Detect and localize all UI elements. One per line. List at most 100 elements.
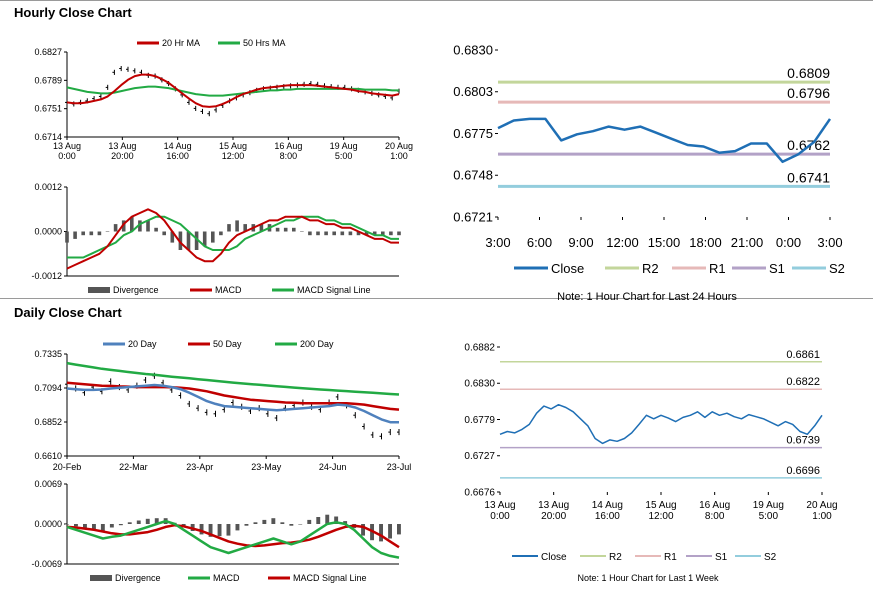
hourly-macd-divergence-bar — [154, 227, 158, 232]
weekly-levels-y-tick-label: 0.6676 — [464, 487, 495, 498]
daily-macd-divergence-bar — [388, 524, 392, 539]
daily-macd-divergence-bar — [343, 521, 348, 524]
hourly-levels-y-tick-label: 0.6775 — [453, 126, 493, 141]
hourly-levels-legend-label: S1 — [769, 261, 785, 276]
daily-macd-divergence-bar — [118, 524, 123, 526]
hourly-macd-divergence-bar — [186, 231, 191, 250]
hourly-price-y-tick-label: 0.6789 — [34, 75, 62, 85]
daily-macd-divergence-bar — [289, 524, 294, 526]
daily-price-x-tick-label: 24-Jun — [319, 462, 347, 472]
hourly-macd-legend-swatch — [88, 287, 110, 293]
daily-price-y-tick-label: 0.6610 — [34, 451, 62, 461]
daily-price-y-tick-label: 0.6852 — [34, 417, 62, 427]
hourly-macd-legend-label: MACD Signal Line — [297, 285, 371, 295]
daily-price-x-tick-label: 20-Feb — [53, 462, 82, 472]
section-divider — [0, 298, 873, 299]
hourly-macd-divergence-bar — [97, 231, 102, 236]
hourly-levels-x-tick-label: 3:00 — [485, 235, 510, 250]
hourly-macd-legend-label: MACD — [215, 285, 242, 295]
hourly-macd-divergence-bar — [73, 231, 77, 239]
hourly-macd-divergence-bar — [389, 231, 393, 236]
daily-macd-divergence-bar — [199, 524, 204, 535]
daily-macd-divergence-bar — [136, 520, 141, 524]
hourly-macd-divergence-bar — [348, 231, 353, 236]
hourly-price-x-tick-label: 15 Aug 12:00 — [219, 141, 247, 161]
hourly-levels-legend-label: Close — [551, 261, 584, 276]
hourly-levels-legend-label: R2 — [642, 261, 659, 276]
daily-macd-divergence-bar — [316, 517, 321, 524]
hourly-macd-divergence-bar — [81, 231, 85, 236]
hourly-macd-divergence-bar — [275, 227, 280, 232]
hourly-price-ma20-line — [66, 73, 400, 108]
daily-macd-divergence-bar — [226, 524, 231, 536]
hourly-macd-divergence-bar — [235, 220, 239, 232]
hourly-levels-close-line — [497, 117, 832, 164]
hourly-macd-divergence-bar — [372, 231, 377, 236]
hourly-macd-divergence-bar — [121, 220, 126, 232]
hourly-price-legend-label: 50 Hrs MA — [243, 38, 286, 48]
hourly-levels-x-tick-label: 18:00 — [689, 235, 722, 250]
hourly-price-x-tick-label: 19 Aug 5:00 — [330, 141, 358, 161]
hourly-price-x-tick-label: 16 Aug 8:00 — [274, 141, 302, 161]
hourly-macd-divergence-bar — [283, 227, 288, 232]
daily-macd-divergence-bar — [325, 514, 330, 524]
daily-price-y-tick-label: 0.7335 — [34, 349, 62, 359]
weekly-levels-legend-label: R1 — [664, 552, 677, 563]
hourly-section-title: Hourly Close Chart — [14, 5, 132, 20]
hourly-macd-divergence-bar — [138, 220, 142, 232]
hourly-macd-divergence-bar — [243, 224, 247, 232]
weekly-levels-x-tick-label: 16 Aug 8:00 — [699, 500, 730, 522]
weekly-levels-s2-label: 0.6696 — [786, 465, 820, 477]
hourly-levels-x-tick-label: 15:00 — [648, 235, 681, 250]
daily-macd-divergence-bar — [244, 524, 249, 526]
daily-macd-divergence-bar — [127, 522, 132, 524]
daily-macd-y-tick-label: 0.0000 — [34, 519, 62, 529]
hourly-macd-divergence-bar — [202, 231, 207, 247]
daily-section-title: Daily Close Chart — [14, 305, 122, 320]
weekly-levels-x-tick-label: 20 Aug 1:00 — [806, 500, 837, 522]
hourly-macd-divergence-bar — [211, 231, 215, 243]
hourly-macd-divergence-bar — [178, 231, 183, 250]
hourly-macd-divergence-bar — [162, 231, 166, 236]
weekly-levels-x-tick-label: 15 Aug 12:00 — [645, 500, 676, 522]
daily-macd-legend-label: MACD Signal Line — [293, 573, 367, 583]
daily-price-legend-label: 20 Day — [128, 339, 157, 349]
weekly-levels-y-tick-label: 0.6830 — [464, 379, 495, 390]
hourly-levels-x-tick-label: 9:00 — [568, 235, 593, 250]
daily-macd-divergence-bar — [154, 518, 159, 524]
daily-macd-divergence-bar — [65, 524, 69, 525]
hourly-macd-divergence-bar — [381, 231, 385, 236]
daily-macd-divergence-bar — [208, 524, 213, 537]
daily-macd-divergence-bar — [298, 524, 303, 525]
hourly-macd-divergence-bar — [130, 216, 134, 232]
daily-price-x-tick-label: 23-Apr — [186, 462, 213, 472]
daily-price-ma200-line — [66, 361, 400, 396]
hourly-macd-line — [66, 208, 399, 270]
weekly-levels-close-line — [499, 403, 823, 445]
daily-price-ma20-line — [66, 383, 399, 424]
hourly-macd-y-tick-label: 0.0000 — [34, 227, 62, 237]
daily-macd-divergence-bar — [361, 524, 365, 536]
weekly-levels-legend-label: S1 — [715, 552, 728, 563]
hourly-price-y-tick-label: 0.6827 — [34, 47, 62, 57]
hourly-macd-divergence-bar — [219, 231, 223, 236]
hourly-price-y-tick-label: 0.6751 — [34, 104, 62, 114]
hourly-macd-divergence-bar — [146, 220, 150, 232]
hourly-macd-divergence-bar — [300, 231, 304, 232]
weekly-levels-x-tick-label: 13 Aug 0:00 — [484, 500, 515, 522]
hourly-macd-divergence-bar — [308, 231, 312, 236]
daily-macd-divergence-bar — [379, 524, 383, 542]
daily-macd-divergence-bar — [253, 522, 258, 524]
hourly-levels-y-tick-label: 0.6803 — [453, 84, 493, 99]
hourly-macd-divergence-bar — [292, 227, 296, 232]
hourly-levels-legend-label: S2 — [829, 261, 845, 276]
hourly-price-x-tick-label: 20 Aug 1:00 — [385, 141, 413, 161]
daily-macd-divergence-bar — [92, 524, 96, 530]
daily-macd-divergence-bar — [235, 524, 240, 531]
daily-price-y-tick-label: 0.7094 — [34, 383, 62, 393]
daily-price-x-tick-label: 22-Mar — [119, 462, 148, 472]
weekly-levels-r2-label: 0.6861 — [786, 349, 820, 361]
daily-macd-divergence-bar — [217, 524, 222, 537]
daily-macd-divergence-bar — [145, 518, 150, 524]
